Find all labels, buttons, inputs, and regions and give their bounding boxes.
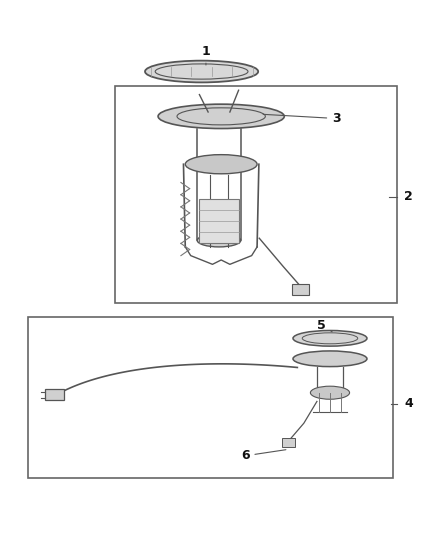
Bar <box>45 389 64 400</box>
Bar <box>282 439 295 447</box>
Text: 6: 6 <box>241 449 286 462</box>
Text: 3: 3 <box>263 112 341 125</box>
Ellipse shape <box>197 234 241 247</box>
Ellipse shape <box>145 61 258 83</box>
Text: 1: 1 <box>201 45 210 65</box>
Ellipse shape <box>158 104 284 128</box>
Bar <box>115 86 397 303</box>
Text: 4: 4 <box>404 397 413 410</box>
Bar <box>292 284 309 295</box>
Bar <box>199 199 239 243</box>
Text: 2: 2 <box>404 190 413 204</box>
Ellipse shape <box>185 155 257 174</box>
Ellipse shape <box>293 351 367 367</box>
Bar <box>28 317 393 478</box>
Text: 5: 5 <box>317 319 332 332</box>
Ellipse shape <box>311 386 350 399</box>
Ellipse shape <box>293 330 367 346</box>
